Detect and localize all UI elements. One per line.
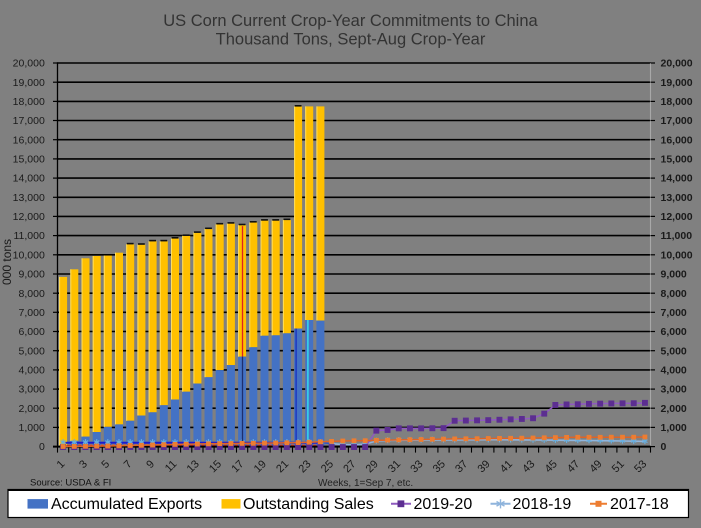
svg-text:7,000: 7,000 — [661, 307, 687, 319]
svg-text:2018-19: 2018-19 — [513, 496, 572, 513]
svg-text:15,000: 15,000 — [13, 154, 45, 166]
svg-text:7,000: 7,000 — [19, 307, 45, 319]
svg-text:12,000: 12,000 — [661, 211, 693, 223]
svg-text:6,000: 6,000 — [19, 326, 45, 338]
svg-text:12,000: 12,000 — [13, 211, 45, 223]
svg-text:10,000: 10,000 — [661, 249, 693, 261]
svg-text:11,000: 11,000 — [661, 230, 693, 242]
svg-text:6,000: 6,000 — [661, 326, 687, 338]
svg-text:20,000: 20,000 — [13, 58, 45, 70]
svg-text:1,000: 1,000 — [19, 422, 45, 434]
svg-text:4,000: 4,000 — [19, 365, 45, 377]
svg-text:Accumulated Exports: Accumulated Exports — [51, 496, 202, 513]
svg-text:0: 0 — [39, 441, 45, 453]
svg-text:2019-20: 2019-20 — [414, 496, 473, 513]
svg-text:8,000: 8,000 — [19, 288, 45, 300]
svg-text:16,000: 16,000 — [661, 134, 693, 146]
svg-text:US Corn Current Crop-Year Comm: US Corn Current Crop-Year Commitments to… — [163, 12, 538, 30]
svg-text:14,000: 14,000 — [13, 173, 45, 185]
svg-text:5,000: 5,000 — [19, 345, 45, 357]
svg-text:4,000: 4,000 — [661, 365, 687, 377]
svg-text:20,000: 20,000 — [661, 58, 693, 70]
svg-text:17,000: 17,000 — [661, 115, 693, 127]
svg-text:Thousand Tons, Sept-Aug Crop-Y: Thousand Tons, Sept-Aug Crop-Year — [216, 31, 486, 49]
svg-text:Outstanding Sales: Outstanding Sales — [243, 496, 374, 513]
svg-text:15,000: 15,000 — [661, 154, 693, 166]
svg-text:2017-18: 2017-18 — [610, 496, 669, 513]
svg-text:2,000: 2,000 — [19, 403, 45, 415]
svg-text:Source: USDA & FI: Source: USDA & FI — [30, 478, 111, 489]
svg-text:2,000: 2,000 — [661, 403, 687, 415]
svg-text:3,000: 3,000 — [661, 384, 687, 396]
svg-text:19,000: 19,000 — [13, 77, 45, 89]
svg-text:17,000: 17,000 — [13, 115, 45, 127]
svg-text:18,000: 18,000 — [13, 96, 45, 108]
svg-text:13,000: 13,000 — [13, 192, 45, 204]
svg-text:18,000: 18,000 — [661, 96, 693, 108]
svg-text:0: 0 — [661, 441, 667, 453]
svg-text:10,000: 10,000 — [13, 249, 45, 261]
svg-text:1,000: 1,000 — [661, 422, 687, 434]
svg-text:11,000: 11,000 — [13, 230, 44, 242]
svg-text:8,000: 8,000 — [661, 288, 687, 300]
svg-text:000 tons: 000 tons — [0, 239, 14, 285]
svg-text:9,000: 9,000 — [661, 269, 687, 281]
svg-text:5,000: 5,000 — [661, 345, 687, 357]
svg-text:13,000: 13,000 — [661, 192, 693, 204]
svg-text:14,000: 14,000 — [661, 173, 693, 185]
svg-text:19,000: 19,000 — [661, 77, 693, 89]
svg-text:Weeks, 1=Sep 7, etc.: Weeks, 1=Sep 7, etc. — [318, 478, 413, 489]
svg-text:9,000: 9,000 — [19, 269, 45, 281]
svg-text:16,000: 16,000 — [13, 134, 45, 146]
svg-text:3,000: 3,000 — [19, 384, 45, 396]
